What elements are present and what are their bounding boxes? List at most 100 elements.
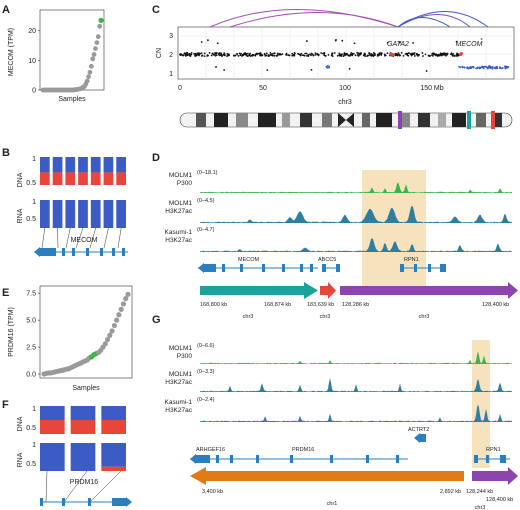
panel-c-cn-point bbox=[322, 52, 324, 55]
panel-c-cn-point bbox=[341, 39, 344, 42]
panel-f-dna-bar-blue bbox=[40, 406, 65, 420]
panel-c-cn-point bbox=[455, 40, 458, 43]
panel-c-cn-point bbox=[256, 52, 259, 55]
panel-c-cn-point bbox=[208, 51, 211, 54]
panel-c-cn-point bbox=[220, 53, 223, 56]
panel-d-segments bbox=[200, 282, 518, 299]
panel-label-e: E bbox=[2, 287, 9, 299]
panel-c-cn-point bbox=[378, 53, 381, 56]
panel-c-cn-point bbox=[346, 53, 349, 56]
panel-c-cn-point bbox=[400, 51, 403, 54]
panel-c-cn-point bbox=[351, 52, 354, 55]
panel-g-gene-actrt2: ACTRT2 bbox=[408, 427, 429, 433]
panel-label-a: A bbox=[2, 4, 10, 16]
panel-c-cn-point bbox=[292, 54, 294, 57]
panel-e-frame bbox=[39, 285, 133, 379]
panel-c-grid bbox=[178, 27, 514, 79]
panel-b-dna-bar-blue bbox=[116, 157, 126, 173]
panel-g-track-signal bbox=[200, 351, 512, 364]
panel-c-cn-point bbox=[431, 52, 434, 55]
panel-c-cn-point bbox=[236, 53, 238, 56]
panel-b-rna-tick-1: 1 bbox=[32, 199, 36, 206]
panel-c-cn-point bbox=[370, 53, 373, 56]
panel-c-cn-point bbox=[264, 54, 267, 57]
panel-c-cn-point bbox=[188, 52, 191, 55]
panel-c-cn-point bbox=[314, 52, 317, 55]
panel-c-cn-point bbox=[291, 52, 294, 55]
panel-c-cn-point bbox=[368, 52, 371, 55]
panel-c-cn-point bbox=[339, 53, 342, 56]
panel-c-cn-point bbox=[183, 52, 186, 55]
panel-c-cn-point bbox=[243, 52, 246, 55]
panel-c-cn-point bbox=[456, 52, 458, 55]
panel-c-ytick-2: 2 bbox=[169, 52, 173, 59]
panel-c-cn-point bbox=[469, 65, 472, 68]
panel-c-cn-point bbox=[369, 54, 371, 57]
panel-c-cn-point bbox=[372, 54, 375, 57]
panel-c-cn-point bbox=[276, 55, 278, 57]
panel-c-cn-point bbox=[461, 66, 464, 68]
panel-c-cn-point bbox=[214, 52, 216, 54]
panel-d-coord-1: 168,874 kb bbox=[264, 302, 291, 308]
panel-c-xlabel: chr3 bbox=[338, 99, 352, 106]
panel-g-track-name: MOLM1 bbox=[169, 371, 193, 378]
panel-g-gene-arhgef16: ARHGEF16 bbox=[196, 447, 225, 453]
panel-f-rna-bar-red bbox=[101, 466, 126, 471]
panel-f-rna-bar-blue bbox=[40, 443, 65, 471]
panel-c-cn-point bbox=[305, 40, 308, 42]
panel-c-cn-point bbox=[203, 52, 206, 55]
panel-c-cn-point bbox=[504, 67, 507, 70]
panel-c-cn-point bbox=[431, 54, 433, 57]
panel-c-cn-point bbox=[394, 54, 397, 57]
panel-c-ideogram bbox=[179, 111, 513, 129]
panel-b-rna-bar-blue bbox=[40, 200, 50, 228]
panel-c-cn-point bbox=[427, 54, 430, 57]
panel-c-cn-point bbox=[404, 53, 407, 55]
panel-c: CN 3 2 1 GATA2 MECOM 0 50 100 150 Mb chr… bbox=[156, 9, 515, 129]
panel-b-rna-bar-blue bbox=[103, 200, 114, 228]
panel-e-ytick-label: 5.0 bbox=[26, 318, 36, 325]
panel-c-xtick-50: 50 bbox=[259, 85, 267, 92]
panel-c-cn-point bbox=[383, 54, 386, 57]
panel-c-cn-point bbox=[343, 53, 346, 55]
panel-g-coord-3: 128,400 kb bbox=[486, 497, 513, 503]
panel-b-connector-line bbox=[75, 227, 84, 249]
panel-c-cn-point bbox=[210, 54, 213, 57]
panel-e-point bbox=[111, 322, 117, 329]
panel-c-cn-point bbox=[489, 65, 492, 68]
panel-f-bars bbox=[40, 406, 126, 471]
panel-c-cn-point bbox=[482, 66, 484, 69]
panel-b-dna-bar-red bbox=[65, 172, 76, 185]
panel-c-ytick-1: 1 bbox=[169, 71, 173, 78]
panel-b-rna-label: RNA bbox=[17, 208, 24, 223]
panel-g-track-signal bbox=[200, 378, 512, 392]
panel-f: DNA RNA 0.5 1 0.5 1 PRDM16 bbox=[17, 406, 132, 507]
panel-d-track-signal bbox=[200, 238, 512, 252]
panel-c-cn-point bbox=[200, 41, 203, 43]
panel-c-cn-point bbox=[500, 67, 503, 70]
panel-c-cn-point bbox=[487, 66, 490, 69]
panel-c-cn-point bbox=[323, 53, 326, 55]
panel-c-cn-point bbox=[193, 52, 195, 55]
panel-e-ylabel: PRDM16 (TPM) bbox=[8, 307, 15, 357]
panel-a-point bbox=[97, 23, 103, 29]
panel-e-ytick-label: 2.5 bbox=[26, 345, 36, 352]
panel-c-cn-point bbox=[232, 54, 235, 57]
panel-c-cn-point bbox=[201, 54, 204, 57]
panel-c-cn-point bbox=[467, 67, 469, 70]
panel-c-cn-point bbox=[203, 55, 206, 58]
panel-b-connectors bbox=[41, 227, 122, 249]
panel-g-track-name: MOLM1 bbox=[169, 345, 193, 352]
panel-b-rna-bar-blue bbox=[52, 200, 63, 228]
panel-c-cn-point bbox=[366, 55, 369, 57]
panel-g-track-range: (0–3.3) bbox=[197, 369, 215, 375]
panel-g-chrom-0: chr1 bbox=[327, 501, 338, 507]
panel-e-point bbox=[107, 332, 113, 338]
panel-g-track-mark: H3K27ac bbox=[165, 407, 192, 414]
panel-c-cn-point bbox=[480, 38, 483, 40]
panel-a-ytick-label: 0 bbox=[32, 88, 36, 95]
panel-c-cn-point bbox=[348, 67, 351, 70]
panel-f-gene-label: PRDM16 bbox=[70, 479, 99, 486]
panel-a-point bbox=[94, 40, 100, 45]
panel-b-dna-tick-1: 1 bbox=[32, 156, 36, 163]
